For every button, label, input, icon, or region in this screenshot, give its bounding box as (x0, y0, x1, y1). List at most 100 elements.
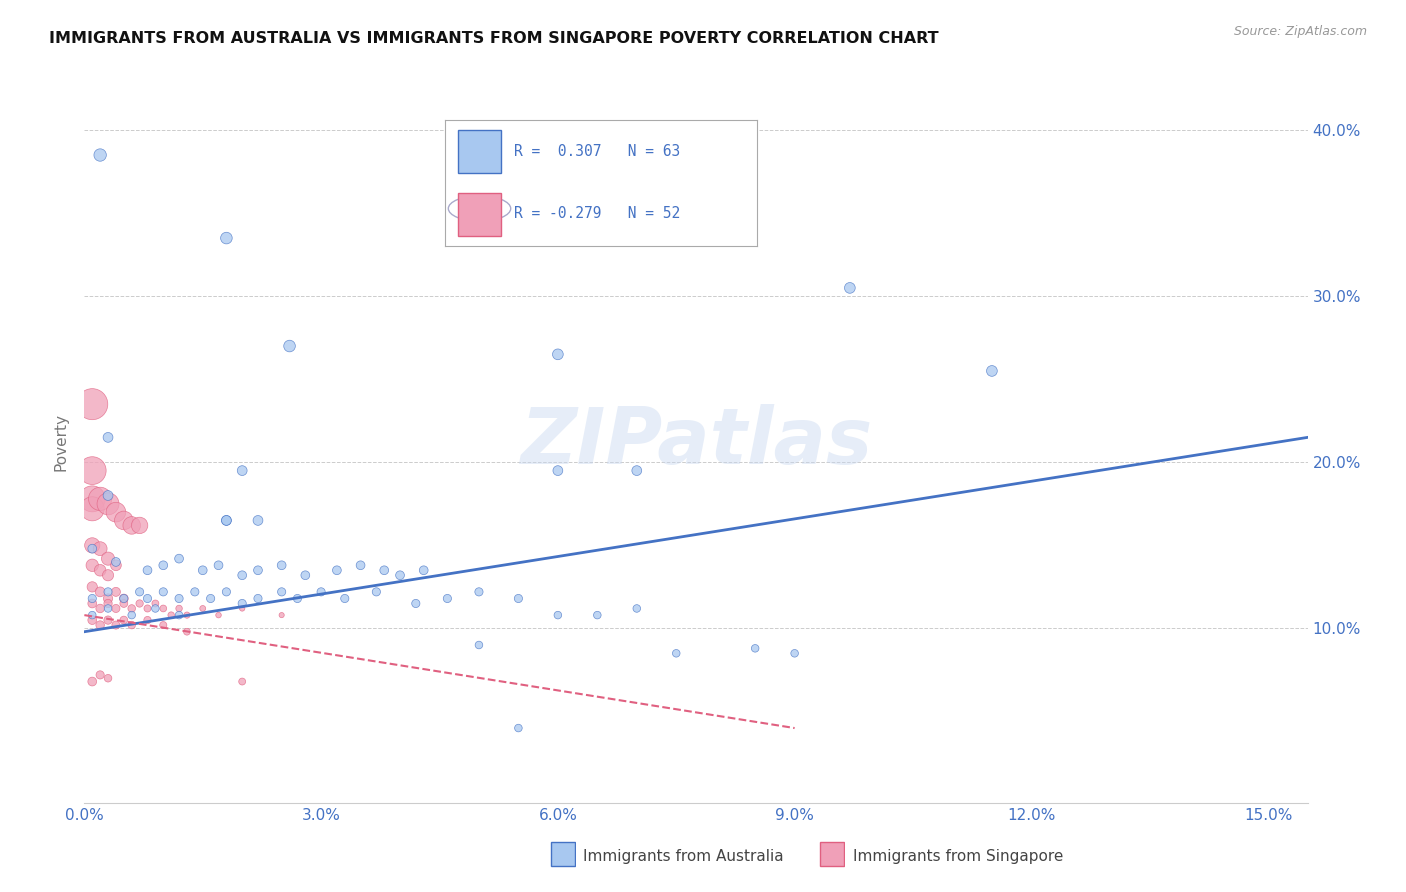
Point (215, 231, 238, 245)
Point (278, 339, 301, 353)
Point (405, 597, 427, 611)
Point (246, 513, 269, 527)
Point (136, 563, 159, 577)
Point (128, 585, 150, 599)
Point (152, 601, 174, 615)
Point (112, 513, 135, 527)
Point (82, 501, 104, 516)
Point (82, 397, 104, 411)
Point (104, 585, 127, 599)
Point (145, 601, 167, 615)
Point (783, 646, 806, 660)
Point (82, 613, 104, 627)
Point (270, 585, 292, 599)
Point (89, 563, 111, 577)
Point (97, 430, 120, 444)
Point (104, 555, 127, 569)
Y-axis label: Poverty: Poverty (53, 412, 69, 471)
Point (547, 347, 569, 361)
Point (97, 613, 120, 627)
Point (112, 613, 135, 627)
Point (287, 591, 309, 606)
Point (112, 591, 135, 606)
Point (121, 608, 143, 623)
Point (167, 601, 190, 615)
Point (97, 671, 120, 685)
Point (547, 464, 569, 478)
Point (112, 597, 135, 611)
Point (349, 558, 371, 573)
Point (294, 568, 316, 582)
Point (121, 618, 143, 632)
Point (167, 608, 190, 623)
Point (97, 585, 120, 599)
Point (104, 601, 127, 615)
Point (366, 585, 388, 599)
Point (508, 591, 530, 606)
Point (136, 613, 159, 627)
Point (626, 464, 648, 478)
Point (468, 585, 491, 599)
Point (508, 721, 530, 735)
Point (145, 597, 167, 611)
Point (104, 505, 127, 519)
Point (82, 591, 104, 606)
Point (246, 591, 269, 606)
Text: Immigrants from Australia: Immigrants from Australia (583, 849, 785, 864)
Point (270, 558, 292, 573)
Point (231, 674, 253, 689)
Point (152, 585, 174, 599)
Point (121, 601, 143, 615)
Text: Immigrants from Singapore: Immigrants from Singapore (852, 849, 1063, 864)
Point (231, 601, 253, 615)
Point (215, 513, 238, 527)
Point (980, 364, 1002, 378)
Point (82, 558, 104, 573)
Point (82, 491, 104, 506)
Point (586, 608, 609, 623)
Point (167, 591, 190, 606)
Text: ZIPatlas: ZIPatlas (520, 403, 872, 480)
Point (176, 608, 198, 623)
Point (128, 518, 150, 533)
Point (333, 591, 356, 606)
Point (128, 597, 150, 611)
Point (136, 601, 159, 615)
Point (89, 585, 111, 599)
Point (547, 608, 569, 623)
Point (89, 491, 111, 506)
Point (184, 585, 207, 599)
Point (160, 608, 183, 623)
Point (89, 148, 111, 162)
Point (82, 464, 104, 478)
Point (97, 591, 120, 606)
Point (389, 568, 412, 582)
Point (152, 618, 174, 632)
Point (82, 538, 104, 552)
Point (468, 638, 491, 652)
Point (191, 563, 214, 577)
Point (82, 608, 104, 623)
Point (436, 591, 458, 606)
Point (82, 674, 104, 689)
Point (89, 668, 111, 682)
Point (309, 585, 332, 599)
Point (97, 597, 120, 611)
Point (207, 608, 229, 623)
Point (97, 489, 120, 503)
Point (97, 568, 120, 582)
Point (82, 597, 104, 611)
Point (270, 608, 292, 623)
Point (191, 601, 214, 615)
Point (215, 585, 238, 599)
Point (112, 591, 135, 606)
Point (246, 563, 269, 577)
Point (97, 497, 120, 511)
Point (82, 580, 104, 594)
Point (373, 563, 395, 577)
Point (167, 551, 190, 566)
Point (326, 563, 349, 577)
Point (89, 541, 111, 556)
Point (200, 591, 222, 606)
Point (744, 641, 766, 656)
